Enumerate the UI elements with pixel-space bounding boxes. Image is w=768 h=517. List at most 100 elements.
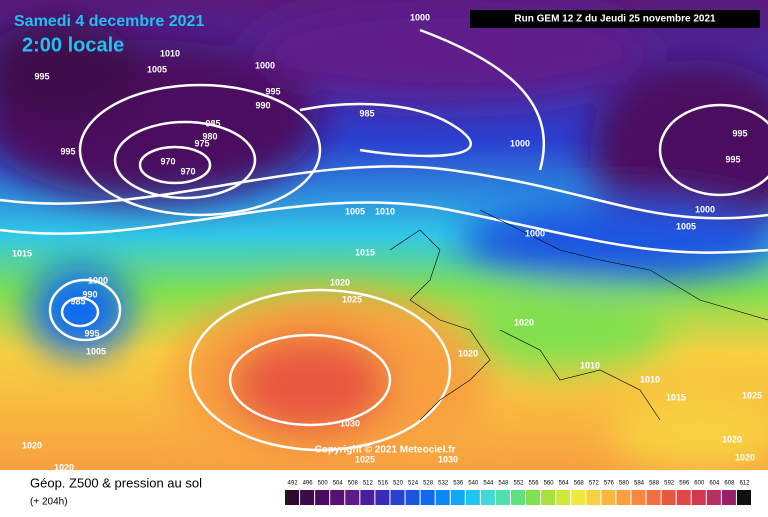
isobars xyxy=(0,28,768,452)
legend-tick: 528 xyxy=(423,481,434,487)
legend-swatch xyxy=(571,490,586,505)
isobar-label: 995 xyxy=(265,86,280,96)
isobar-label: 1000 xyxy=(255,60,275,70)
isobar-label: 1010 xyxy=(160,48,180,58)
legend-swatch xyxy=(345,490,360,505)
legend-swatch xyxy=(435,490,450,505)
legend-swatch xyxy=(450,490,465,505)
legend-swatch xyxy=(556,490,571,505)
isobar-label: 985 xyxy=(70,296,85,306)
coastlines xyxy=(389,209,768,421)
legend-swatch xyxy=(300,490,315,505)
legend-tick: 600 xyxy=(694,481,705,487)
legend-swatch xyxy=(285,490,300,505)
isobar-label: 970 xyxy=(180,166,195,176)
legend-tick: 564 xyxy=(559,481,570,487)
isobar-label: 995 xyxy=(725,154,740,164)
legend-tick: 568 xyxy=(574,481,585,487)
legend-tick: 584 xyxy=(634,481,645,487)
legend-swatch xyxy=(420,490,435,505)
legend-swatch xyxy=(495,490,510,505)
date: Samedi 4 decembre 2021 xyxy=(14,13,204,30)
legend-tick: 536 xyxy=(453,481,464,487)
isobar-label: 1025 xyxy=(342,294,362,304)
isobar-label: 1010 xyxy=(640,374,660,384)
isobar-label: 1005 xyxy=(86,346,106,356)
legend-swatch xyxy=(586,490,601,505)
isobar-label: 1000 xyxy=(88,275,108,285)
footer-lead: (+ 204h) xyxy=(30,497,68,508)
legend-swatch xyxy=(465,490,480,505)
legend-swatch xyxy=(541,490,556,505)
isobar-label: 1015 xyxy=(355,247,375,257)
legend-swatch xyxy=(706,490,721,505)
isobar-label: 985 xyxy=(359,108,374,118)
legend-tick: 492 xyxy=(288,481,299,487)
legend-tick: 520 xyxy=(393,481,404,487)
isobar-label: 995 xyxy=(60,146,75,156)
legend-swatch xyxy=(616,490,631,505)
legend-swatch xyxy=(405,490,420,505)
isobar-label: 1030 xyxy=(340,418,360,428)
isobar-label: 1010 xyxy=(375,206,395,216)
legend-tick: 588 xyxy=(649,481,660,487)
legend-swatch xyxy=(375,490,390,505)
legend-tick: 544 xyxy=(483,481,494,487)
isobar-label: 1020 xyxy=(735,452,755,462)
run-banner xyxy=(470,10,760,28)
isobar-label: 990 xyxy=(82,289,97,299)
legend-swatch xyxy=(631,490,646,505)
legend-tick: 612 xyxy=(739,481,750,487)
isobar-label: 1020 xyxy=(514,317,534,327)
legend-swatch xyxy=(601,490,616,505)
isobar-label: 1025 xyxy=(742,390,762,400)
isobar-label: 990 xyxy=(255,100,270,110)
isobar-label: 1020 xyxy=(22,440,42,450)
isobar-label: 1025 xyxy=(355,454,375,464)
isobar-label: 1015 xyxy=(12,248,32,258)
legend-tick: 500 xyxy=(318,481,329,487)
isobar-label: 1000 xyxy=(410,12,430,22)
legend-tick: 508 xyxy=(348,481,359,487)
legend-tick: 576 xyxy=(604,481,615,487)
isobar-label: 1020 xyxy=(458,348,478,358)
legend-tick: 496 xyxy=(303,481,314,487)
legend-swatch xyxy=(676,490,691,505)
isobar-label: 1030 xyxy=(438,454,458,464)
isobar-label: 1015 xyxy=(666,392,686,402)
isobar-label: 985 xyxy=(205,118,220,128)
isobar-label: 1020 xyxy=(722,434,742,444)
legend-swatch xyxy=(526,490,541,505)
legend-swatch xyxy=(330,490,345,505)
copyright: Copyright © 2021 Meteociel.fr xyxy=(315,445,456,456)
legend-swatch xyxy=(360,490,375,505)
isobar-label: 1005 xyxy=(676,221,696,231)
local-time: 2:00 locale xyxy=(22,34,124,56)
legend-tick: 504 xyxy=(333,481,344,487)
isobar-label: 970 xyxy=(160,156,175,166)
isobar-label: 1000 xyxy=(525,228,545,238)
legend-tick: 548 xyxy=(498,481,509,487)
isobar-label: 1020 xyxy=(54,462,74,472)
legend-swatch xyxy=(390,490,405,505)
isobar-label: 995 xyxy=(732,128,747,138)
legend-swatch xyxy=(691,490,706,505)
legend-tick: 608 xyxy=(724,481,735,487)
legend-swatch xyxy=(510,490,526,505)
legend-swatch xyxy=(661,490,676,505)
isobar-label: 1000 xyxy=(695,204,715,214)
isobar-label: 995 xyxy=(34,71,49,81)
legend-tick: 532 xyxy=(438,481,449,487)
legend-tick: 556 xyxy=(529,481,540,487)
legend-tick: 524 xyxy=(408,481,419,487)
legend-tick: 512 xyxy=(363,481,374,487)
isobar-label: 1005 xyxy=(147,64,167,74)
legend-swatch xyxy=(646,490,661,505)
legend-tick: 592 xyxy=(664,481,675,487)
legend-tick: 580 xyxy=(619,481,630,487)
isobar-label: 975 xyxy=(194,138,209,148)
legend-tick: 560 xyxy=(544,481,555,487)
isobar-label: 1020 xyxy=(330,277,350,287)
isobar-label: 1010 xyxy=(580,360,600,370)
